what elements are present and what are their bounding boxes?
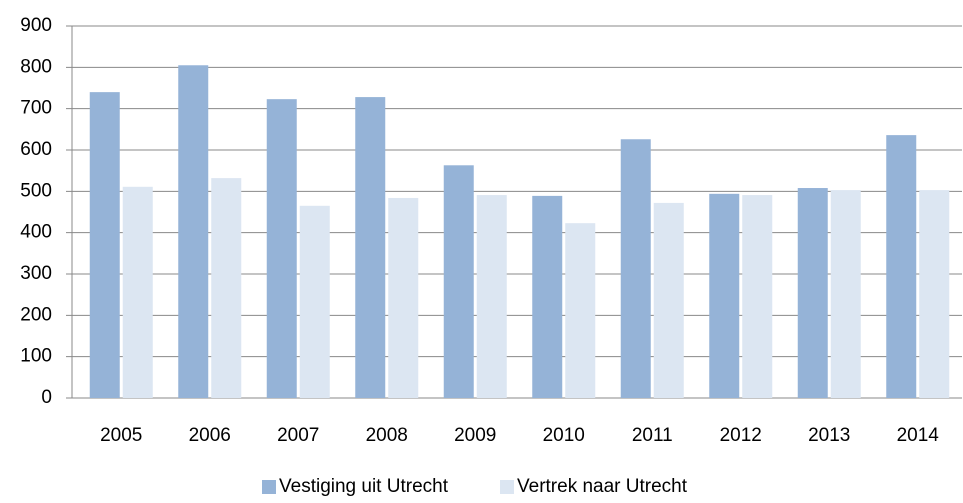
bar — [620, 139, 651, 398]
bar — [122, 186, 153, 398]
bar — [565, 223, 596, 398]
bar — [476, 195, 507, 398]
y-tick-label: 300 — [20, 263, 52, 284]
bar — [266, 99, 297, 398]
x-tick-label: 2010 — [543, 425, 585, 446]
x-tick-label: 2009 — [454, 425, 496, 446]
legend-label: Vertrek naar Utrecht — [517, 476, 688, 497]
legend-swatch — [262, 480, 276, 494]
y-tick-label: 100 — [20, 346, 52, 367]
bar — [178, 65, 209, 399]
x-tick-label: 2005 — [100, 425, 142, 446]
legend-swatch — [500, 480, 514, 494]
bar — [532, 195, 563, 398]
bar — [919, 190, 950, 398]
x-tick-label: 2013 — [808, 425, 850, 446]
bar — [709, 193, 740, 398]
bar — [89, 92, 120, 398]
x-tick-label: 2012 — [720, 425, 762, 446]
y-tick-label: 600 — [20, 139, 52, 160]
y-tick-label: 200 — [20, 304, 52, 325]
bar — [299, 205, 330, 398]
bar — [886, 135, 917, 398]
bar — [355, 97, 386, 399]
y-tick-label: 500 — [20, 180, 52, 201]
bar — [797, 188, 828, 398]
bar — [211, 178, 242, 398]
y-tick-label: 0 — [41, 387, 52, 408]
bar — [742, 195, 773, 398]
y-tick-label: 800 — [20, 56, 52, 77]
x-tick-label: 2011 — [632, 425, 673, 446]
bar — [443, 165, 474, 398]
bar — [830, 190, 861, 398]
y-tick-label: 400 — [20, 222, 52, 243]
bar — [388, 197, 419, 398]
x-tick-label: 2014 — [897, 425, 940, 446]
x-tick-label: 2007 — [277, 425, 319, 446]
bar — [653, 202, 684, 398]
x-tick-label: 2008 — [366, 425, 408, 446]
x-tick-label: 2006 — [189, 425, 231, 446]
legend-label: Vestiging uit Utrecht — [279, 476, 449, 497]
y-tick-label: 700 — [20, 98, 52, 119]
y-tick-label: 900 — [20, 15, 52, 36]
